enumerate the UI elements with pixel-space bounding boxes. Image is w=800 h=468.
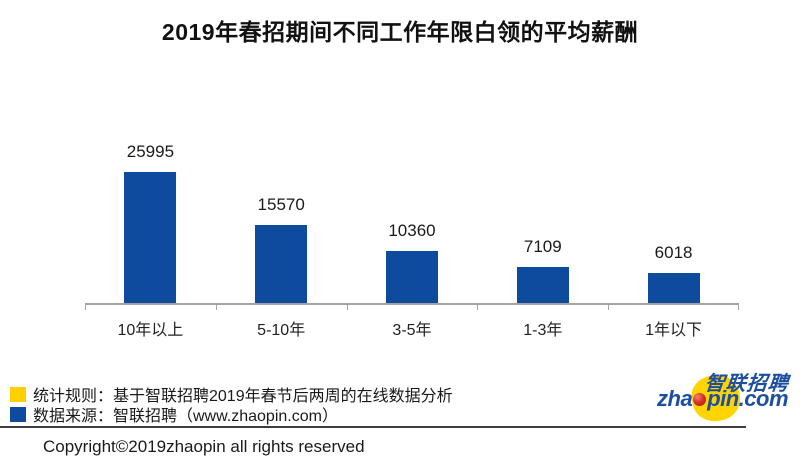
zhaopin-logo: 智联招聘 zha pin.com	[655, 358, 798, 426]
separator-line	[0, 426, 746, 428]
logo-red-dot-icon	[693, 393, 707, 406]
axis-tick	[737, 303, 739, 310]
bar-value-label: 15570	[257, 195, 305, 214]
note-text: 数据来源：智联招聘（www.zhaopin.com）	[33, 408, 338, 425]
axis-tick	[346, 303, 348, 310]
bar-column: 25995 10年以上	[85, 142, 216, 339]
note-swatch-icon	[10, 386, 26, 402]
category-label: 10年以上	[117, 322, 184, 339]
axis-tick	[608, 303, 610, 310]
bar-value-label: 25995	[126, 142, 175, 161]
axis-tick	[85, 303, 86, 310]
axis-tick	[215, 303, 217, 310]
bar	[647, 273, 700, 303]
chart-title: 2019年春招期间不同工作年限白领的平均薪酬	[161, 19, 639, 45]
note-text: 统计规则：基于智联招聘2019年春节后两周的在线数据分析	[33, 388, 453, 405]
logo-latin-prefix: zha	[657, 386, 693, 411]
axis-tick	[477, 303, 479, 310]
copyright-text: Copyright©2019zhaopin all rights reserve…	[43, 437, 365, 456]
bar-value-label: 10360	[388, 221, 436, 240]
logo-latin-suffix: pin.com	[707, 386, 789, 411]
bar	[385, 251, 438, 303]
bar	[516, 267, 569, 303]
category-label: 5-10年	[257, 322, 306, 339]
notes-block: 统计规则：基于智联招聘2019年春节后两周的在线数据分析 数据来源：智联招聘（ww…	[10, 384, 453, 425]
note-swatch-icon	[10, 406, 26, 422]
bar-column: 6018 1年以下	[608, 172, 739, 339]
bar	[124, 172, 177, 303]
bar-value-label: 7109	[523, 237, 562, 256]
bar-chart: 25995 10年以上 15570 5-10年 10360 3-5年 7109 1-3年 601…	[85, 142, 739, 339]
category-label: 3-5年	[392, 322, 432, 339]
category-label: 1-3年	[523, 322, 563, 339]
bar	[255, 225, 308, 303]
logo-latin-text: zha pin.com	[657, 386, 789, 412]
category-label: 1年以下	[645, 322, 703, 339]
note-row: 统计规则：基于智联招聘2019年春节后两周的在线数据分析	[10, 384, 453, 405]
bar-column: 7109 1-3年	[477, 172, 608, 339]
bar-column: 15570 5-10年	[215, 172, 347, 339]
bar-value-label: 6018	[654, 243, 693, 262]
note-row: 数据来源：智联招聘（www.zhaopin.com）	[10, 404, 453, 425]
bar-column: 10360 3-5年	[346, 172, 478, 339]
